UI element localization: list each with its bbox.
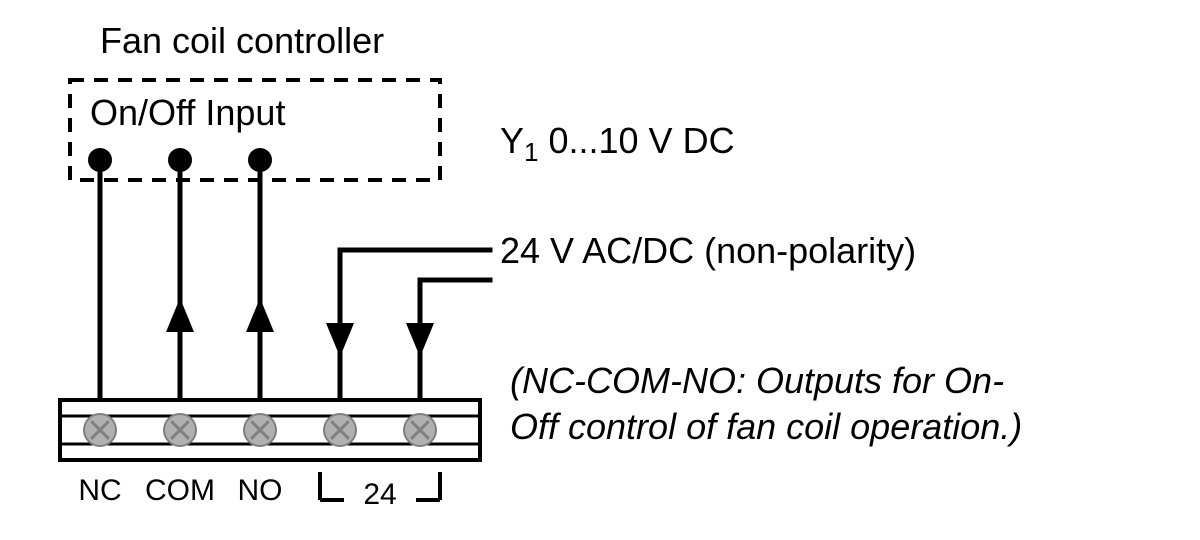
power-label: 24 V AC/DC (non-polarity)	[500, 230, 916, 272]
diagram-title: Fan coil controller	[100, 20, 384, 62]
controller-box-label: On/Off Input	[90, 92, 285, 134]
svg-text:NC: NC	[78, 474, 121, 507]
y1-label: Y1 0...10 V DC	[500, 120, 735, 168]
note-line1: (NC-COM-NO: Outputs for On-	[510, 360, 1004, 402]
svg-text:COM: COM	[145, 474, 215, 507]
svg-text:24: 24	[363, 478, 396, 511]
svg-text:NO: NO	[238, 474, 283, 507]
note-line2: Off control of fan coil operation.)	[510, 406, 1022, 448]
